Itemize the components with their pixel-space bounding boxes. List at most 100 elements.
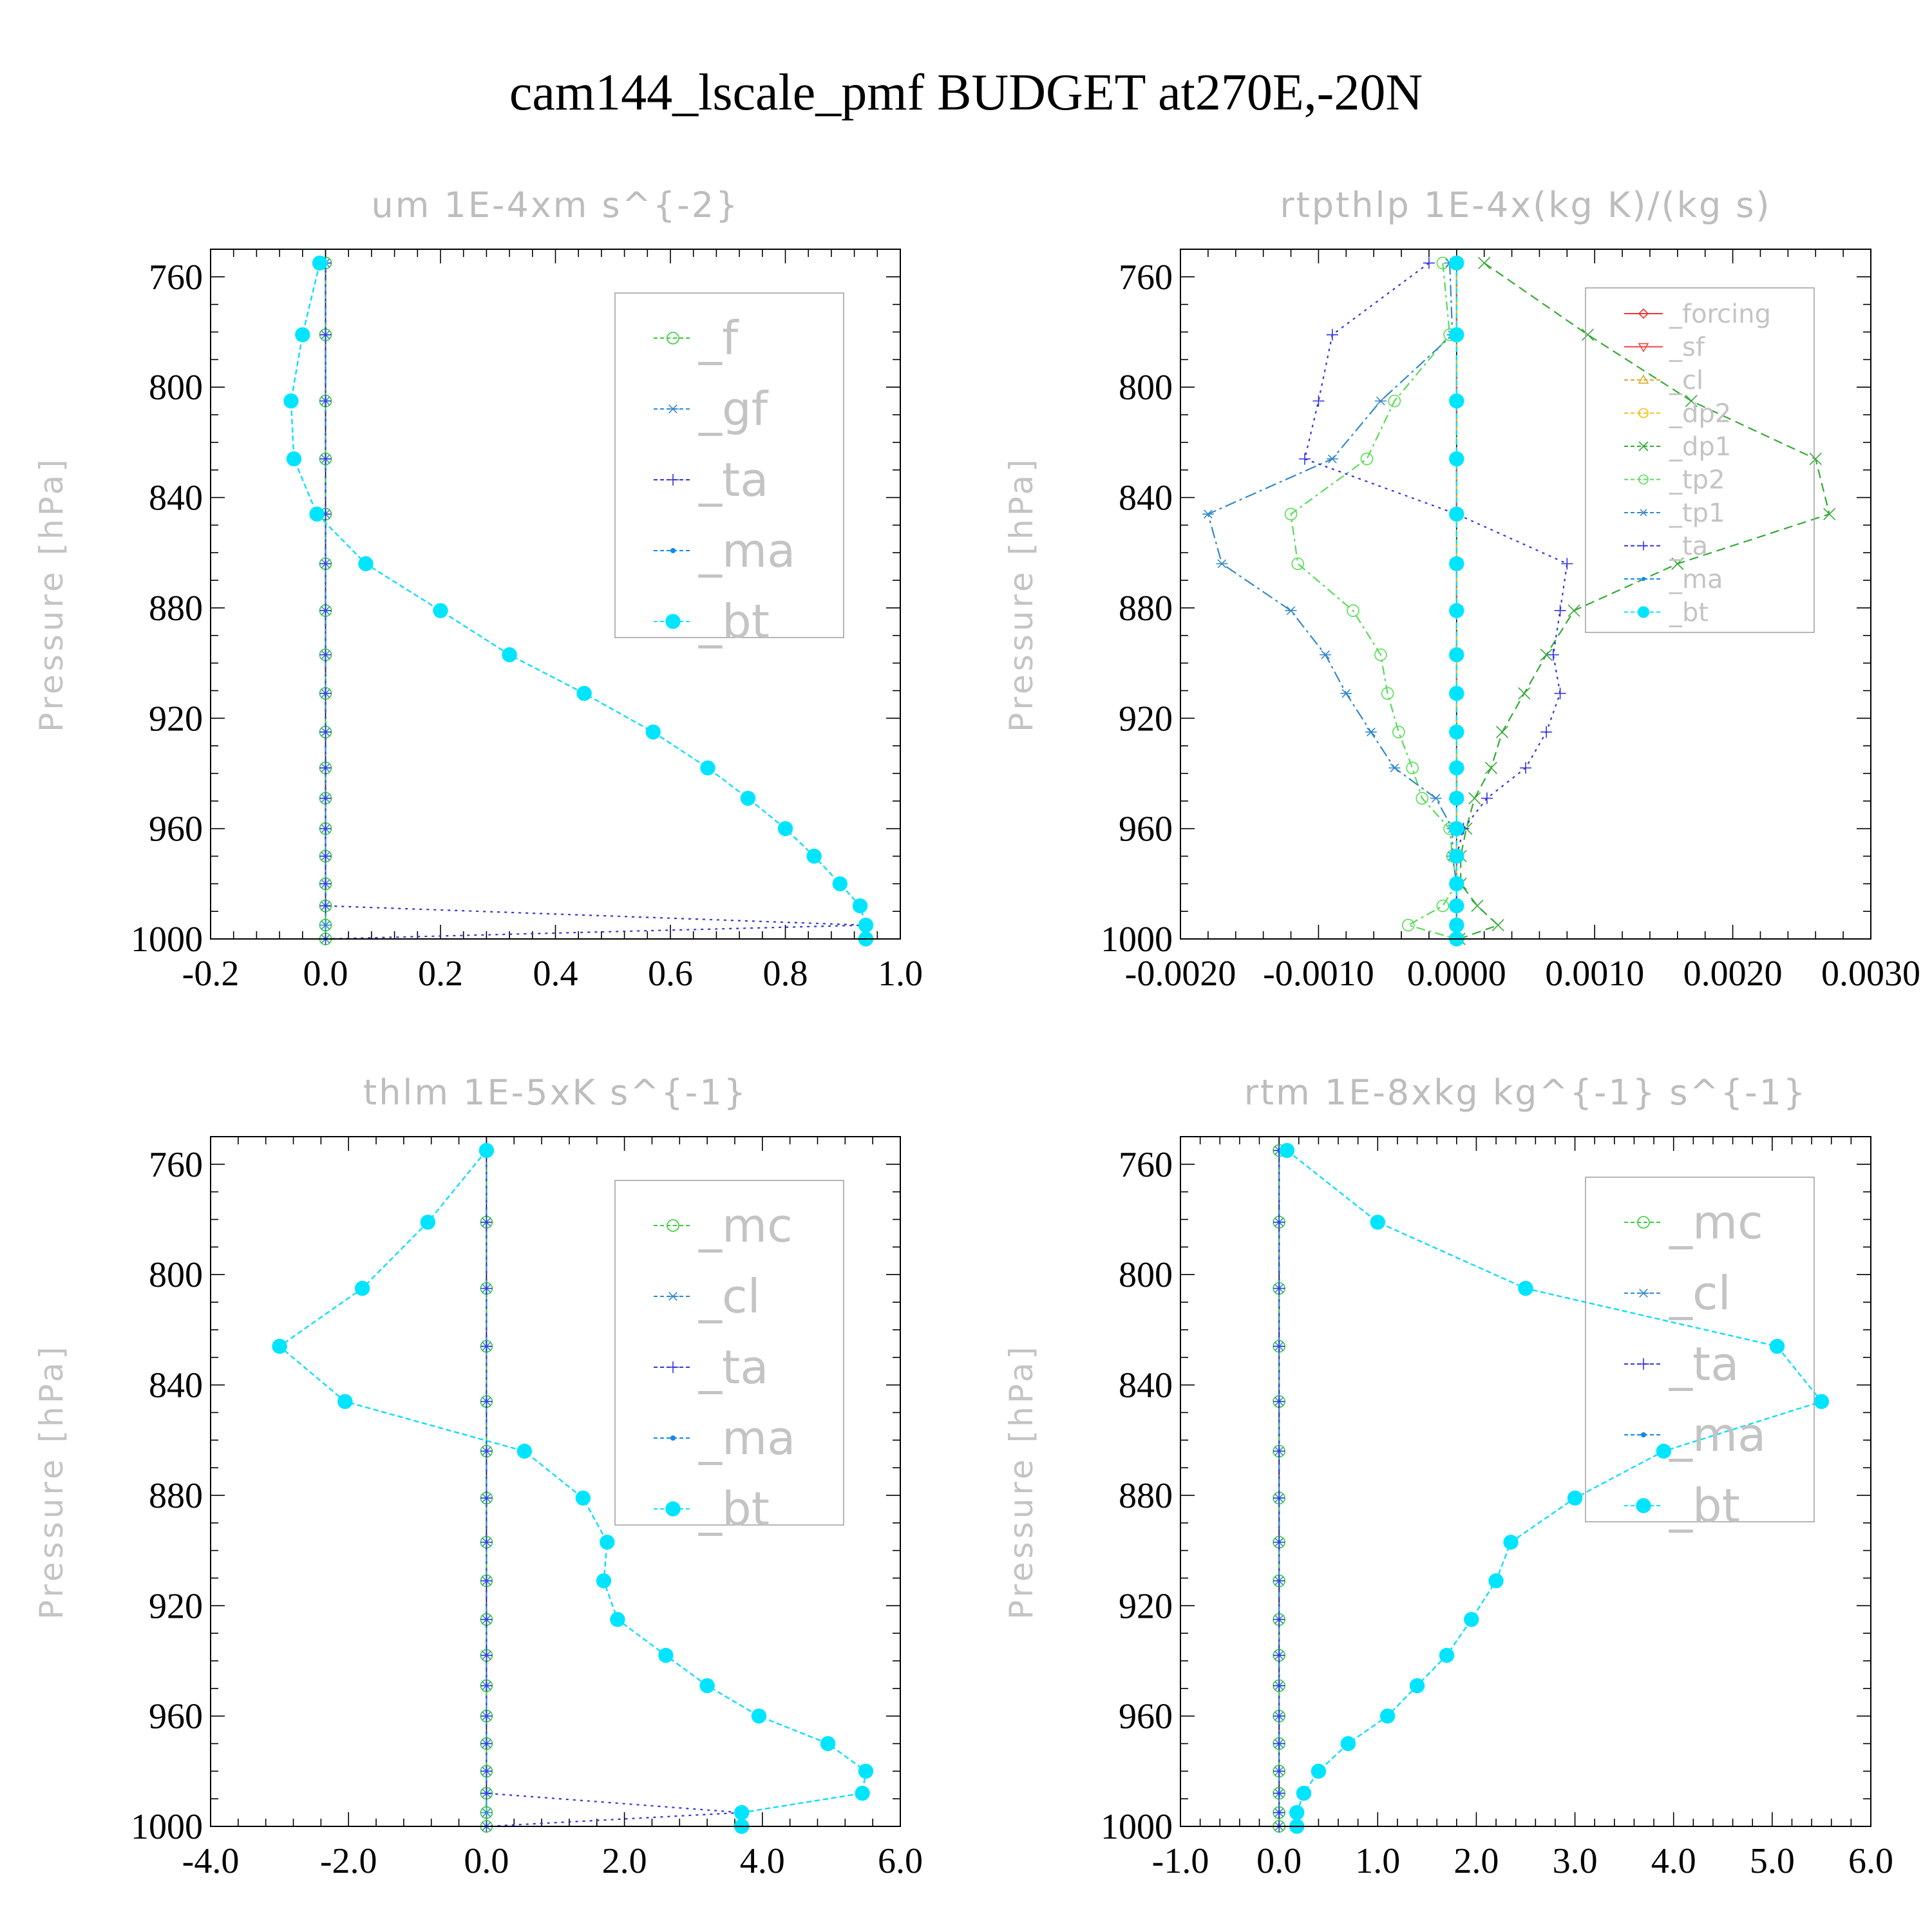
x-tick-label: 0.8 bbox=[763, 954, 808, 994]
x-tick-label: 2.0 bbox=[602, 1841, 647, 1881]
data-point bbox=[480, 1216, 493, 1228]
data-point bbox=[480, 1765, 493, 1777]
data-point bbox=[734, 1804, 750, 1821]
x-tick-label: 0.0020 bbox=[1683, 954, 1783, 994]
data-point bbox=[502, 647, 517, 663]
legend-entry: _dp1 bbox=[1669, 432, 1731, 462]
legend-entry: _cl bbox=[698, 1269, 761, 1323]
data-point bbox=[1503, 1535, 1519, 1550]
data-point bbox=[1374, 648, 1387, 661]
series-line bbox=[325, 263, 866, 940]
data-point bbox=[1547, 649, 1559, 661]
y-tick-label: 1000 bbox=[131, 920, 203, 960]
legend-entry: _ta bbox=[1669, 1337, 1739, 1391]
data-point bbox=[319, 558, 332, 570]
chart-panel-1: um 1E-4xm s^{-2} Pressure [hPa] 760 800 840 8… bbox=[33, 185, 923, 994]
y-tick-label: 920 bbox=[1119, 1586, 1173, 1626]
legend-marker bbox=[665, 1501, 681, 1517]
data-point bbox=[480, 1649, 493, 1662]
data-point bbox=[1656, 1443, 1672, 1459]
x-tick-label: -2.0 bbox=[320, 1841, 377, 1881]
legend-marker bbox=[1636, 1498, 1651, 1513]
data-point bbox=[312, 255, 328, 271]
y-tick-label: 840 bbox=[1119, 1366, 1173, 1406]
data-point bbox=[1436, 899, 1450, 913]
plot-frame bbox=[1180, 249, 1871, 940]
data-point bbox=[319, 726, 332, 738]
data-point bbox=[1488, 1573, 1504, 1589]
y-tick-label: 920 bbox=[1119, 699, 1173, 739]
plot-frame bbox=[210, 1136, 901, 1827]
data-point bbox=[1449, 898, 1464, 914]
legend-marker bbox=[1637, 606, 1650, 618]
data-point bbox=[1581, 328, 1595, 341]
y-tick-label: 880 bbox=[149, 589, 203, 629]
data-point bbox=[1365, 727, 1377, 737]
data-point bbox=[1540, 726, 1553, 738]
y-tick-label: 960 bbox=[149, 1697, 203, 1737]
x-tick-label: 0.0 bbox=[1256, 1841, 1302, 1881]
data-point bbox=[1340, 1736, 1356, 1752]
y-tick-label: 840 bbox=[1119, 478, 1173, 518]
legend-entry: _dp2 bbox=[1669, 399, 1731, 429]
y-axis-label: Pressure [hPa] bbox=[33, 1343, 70, 1620]
data-point bbox=[1685, 395, 1698, 408]
series-bt bbox=[1449, 255, 1464, 947]
data-point bbox=[1484, 761, 1497, 774]
series-ta bbox=[480, 1144, 748, 1832]
y-tick-label: 920 bbox=[149, 699, 203, 739]
x-tick-label: 0.0010 bbox=[1545, 954, 1644, 994]
data-point bbox=[480, 1680, 493, 1692]
legend-entry: _ma bbox=[1669, 565, 1723, 594]
data-point bbox=[1449, 917, 1464, 933]
data-point bbox=[751, 1708, 767, 1724]
data-point bbox=[1273, 1806, 1285, 1819]
legend-marker bbox=[1638, 343, 1649, 353]
legend-marker bbox=[667, 404, 679, 413]
data-point bbox=[658, 1647, 674, 1663]
data-point bbox=[319, 687, 332, 699]
legend-marker bbox=[1639, 509, 1648, 516]
data-point bbox=[1518, 687, 1531, 700]
y-tick-label: 1000 bbox=[1101, 920, 1173, 960]
data-point bbox=[700, 760, 715, 776]
legend-entry: _ma bbox=[1669, 1408, 1766, 1462]
y-tick-label: 880 bbox=[1119, 1476, 1173, 1516]
data-point bbox=[319, 792, 332, 804]
data-point bbox=[610, 1612, 625, 1627]
series-bt bbox=[283, 255, 874, 947]
data-point bbox=[1481, 792, 1493, 804]
series-line bbox=[290, 263, 867, 939]
data-point bbox=[1388, 394, 1401, 408]
x-tick-label: 0.0000 bbox=[1407, 954, 1506, 994]
legend-entry: _tp2 bbox=[1669, 466, 1725, 495]
series-line bbox=[278, 1150, 867, 1826]
legend: _forcing _sf _cl _dp2_dp1 _tp2 _tp1 _ta _ma _bt bbox=[1585, 287, 1815, 633]
data-point bbox=[1291, 557, 1305, 571]
data-point bbox=[806, 848, 822, 864]
data-point bbox=[1449, 724, 1464, 740]
y-tick-label: 800 bbox=[149, 368, 203, 408]
data-point bbox=[1273, 1765, 1285, 1777]
data-point bbox=[433, 603, 448, 618]
data-point bbox=[1449, 451, 1464, 467]
data-point bbox=[480, 1340, 493, 1352]
data-point bbox=[1285, 606, 1297, 616]
series-gf bbox=[319, 258, 332, 943]
data-point bbox=[1769, 1338, 1785, 1354]
panel-title: rtm 1E-8xkg kg^{-1} s^{-1} bbox=[1244, 1072, 1808, 1113]
series-bt bbox=[1279, 1142, 1830, 1834]
legend-box bbox=[1585, 287, 1815, 633]
data-point bbox=[354, 1280, 370, 1296]
x-tick-label: 6.0 bbox=[1848, 1841, 1893, 1881]
y-tick-label: 1000 bbox=[131, 1807, 203, 1847]
data-point bbox=[1449, 686, 1464, 701]
panel-title: um 1E-4xm s^{-2} bbox=[372, 185, 740, 225]
data-point bbox=[420, 1215, 436, 1230]
series-ta bbox=[319, 257, 872, 945]
x-tick-label: 1.0 bbox=[1355, 1841, 1400, 1881]
chart-panel-2: rtpthlp 1E-4x(kg K)/(kg s) Pressure [hPa]… bbox=[1003, 185, 1920, 994]
data-point bbox=[1809, 453, 1822, 466]
x-tick-label: 0.2 bbox=[418, 954, 463, 994]
